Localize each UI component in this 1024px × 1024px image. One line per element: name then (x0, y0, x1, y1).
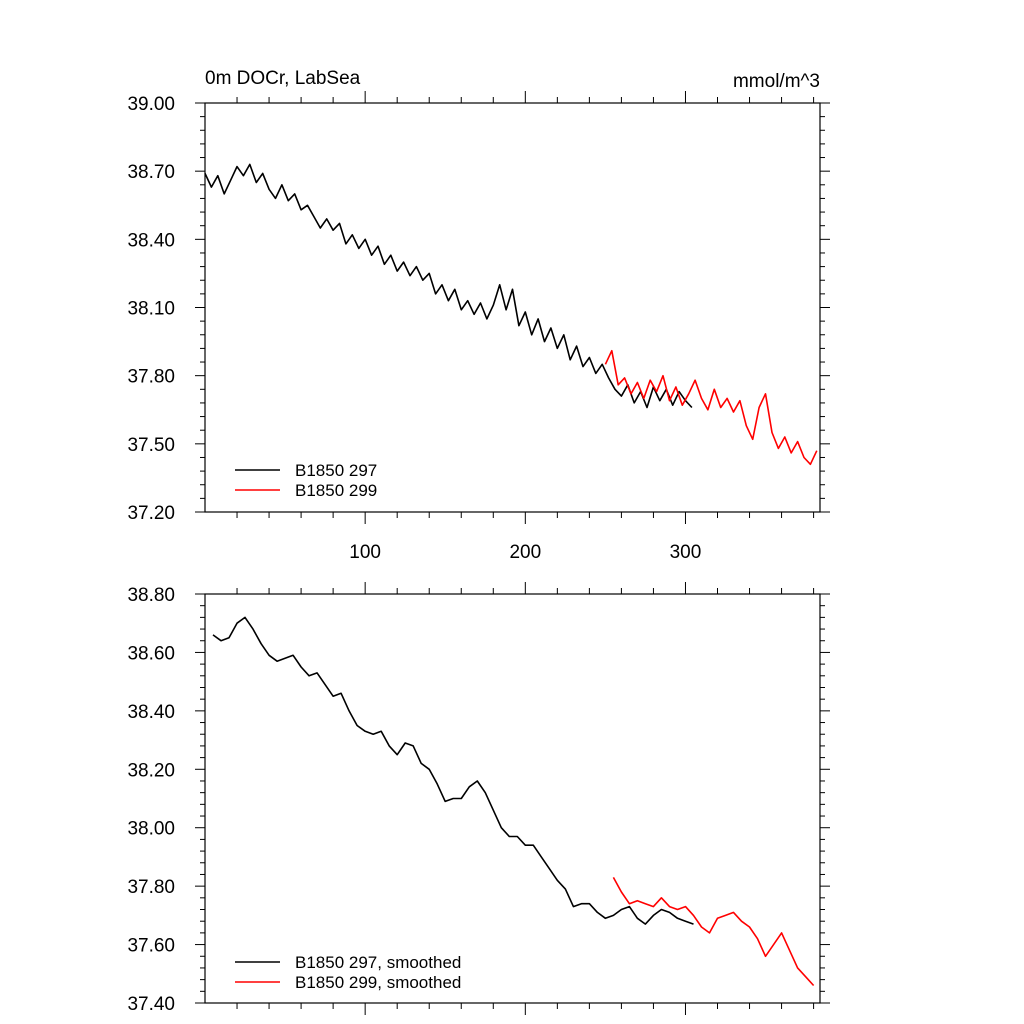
bottom-axis-ticks (195, 582, 830, 1015)
top-y-tick-label: 37.20 (127, 503, 175, 524)
bottom-y-tick-label: 38.00 (127, 819, 175, 840)
bottom-legend-label-1: B1850 297, smoothed (295, 953, 461, 972)
bottom-y-tick-label: 37.40 (127, 994, 175, 1015)
bottom-y-tick-label: 38.60 (127, 643, 175, 664)
top-y-axis-labels: 37.20 37.50 37.80 38.10 38.40 38.70 39.00 (127, 94, 175, 524)
bottom-y-tick-label: 38.20 (127, 760, 175, 781)
bottom-y-tick-label: 37.80 (127, 877, 175, 898)
bottom-y-tick-label: 37.60 (127, 936, 175, 957)
bottom-legend-label-2: B1850 299, smoothed (295, 973, 461, 992)
top-series-line-1 (204, 163, 693, 409)
bottom-plot-frame (204, 593, 821, 1004)
top-legend-label-2: B1850 299 (295, 481, 377, 500)
top-y-tick-label: 38.10 (127, 299, 175, 320)
top-series-line-2 (604, 349, 818, 466)
top-chart-panel: 0m DOCr, LabSea mmol/m^3 37.20 37.50 37.80… (127, 68, 830, 563)
top-y-tick-label: 37.50 (127, 435, 175, 456)
top-y-tick-label: 39.00 (127, 94, 175, 115)
top-chart-units: mmol/m^3 (733, 71, 820, 92)
top-x-tick-label: 200 (509, 542, 541, 563)
top-x-tick-label: 300 (670, 542, 702, 563)
bottom-series-line-2 (612, 877, 815, 987)
bottom-series-group (212, 616, 815, 987)
top-y-tick-label: 38.40 (127, 230, 175, 251)
bottom-y-tick-label: 38.80 (127, 585, 175, 606)
top-y-tick-label: 38.70 (127, 162, 175, 183)
top-x-tick-label: 100 (349, 542, 381, 563)
top-y-tick-label: 37.80 (127, 367, 175, 388)
bottom-series-line-1 (212, 616, 694, 925)
top-series-group (204, 163, 818, 466)
bottom-chart-panel: 37.40 37.60 37.80 38.00 38.20 38.40 38.60 38.80… (127, 582, 830, 1015)
top-legend-label-1: B1850 297 (295, 461, 377, 480)
top-chart-title: 0m DOCr, LabSea (205, 68, 361, 89)
top-x-axis-labels: 100 200 300 (349, 542, 701, 563)
bottom-y-axis-labels: 37.40 37.60 37.80 38.00 38.20 38.40 38.60 38.80 (127, 585, 175, 1015)
top-plot-frame (204, 102, 821, 513)
top-axis-ticks (195, 91, 830, 524)
bottom-y-tick-label: 38.40 (127, 702, 175, 723)
